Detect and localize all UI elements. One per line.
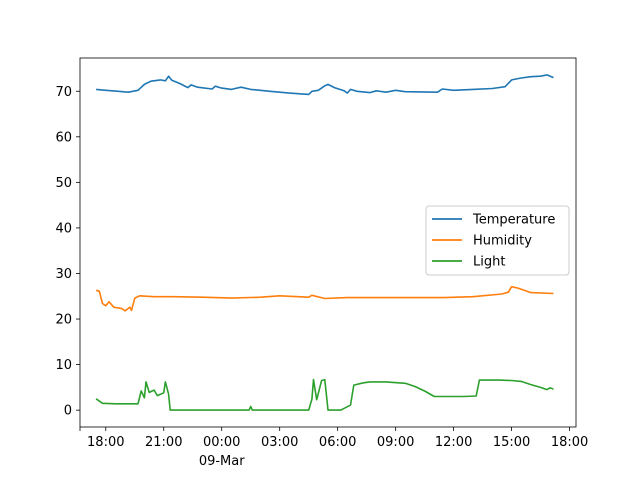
series-lines: [95, 74, 554, 411]
y-tick-label: 60: [55, 130, 72, 145]
x-tick-label: 18:00: [551, 435, 588, 450]
series-line-humidity: [95, 285, 554, 312]
x-tick-label: 09:00: [377, 435, 414, 450]
legend-label: Light: [473, 255, 505, 270]
x-tick-label: 15:00: [493, 435, 530, 450]
y-tick-label: 0: [64, 404, 72, 419]
series-line-temperature: [96, 74, 554, 96]
plot-frame: [79, 57, 577, 428]
chart-legend: Temperature Humidity Light: [425, 205, 570, 276]
x-tick-label: 00:00: [203, 435, 240, 450]
x-tick-label: 18:00: [87, 435, 124, 450]
y-tick-label: 70: [55, 85, 72, 100]
y-tick-label: 10: [55, 358, 72, 373]
x-tick-label: 21:00: [145, 435, 182, 450]
y-tick-label: 20: [55, 313, 72, 328]
x-axis-ticks: 18:00 21:00 00:00 09-Mar 03:00 06:00 09:00 12:0…: [79, 427, 588, 469]
legend-label: Humidity: [473, 234, 532, 249]
y-axis-ticks: 0 10 20 30 40 50 60 70: [55, 85, 80, 419]
series-line-light: [95, 378, 554, 411]
legend-label: Temperature: [472, 213, 555, 228]
y-tick-label: 50: [55, 176, 72, 191]
x-tick-label: 12:00: [435, 435, 472, 450]
x-tick-sublabel: 09-Mar: [199, 454, 245, 469]
x-tick-label: 06:00: [319, 435, 356, 450]
y-tick-label: 30: [55, 267, 72, 282]
legend-box: [425, 205, 570, 276]
x-tick-label: 03:00: [261, 435, 298, 450]
y-tick-label: 40: [55, 221, 72, 236]
